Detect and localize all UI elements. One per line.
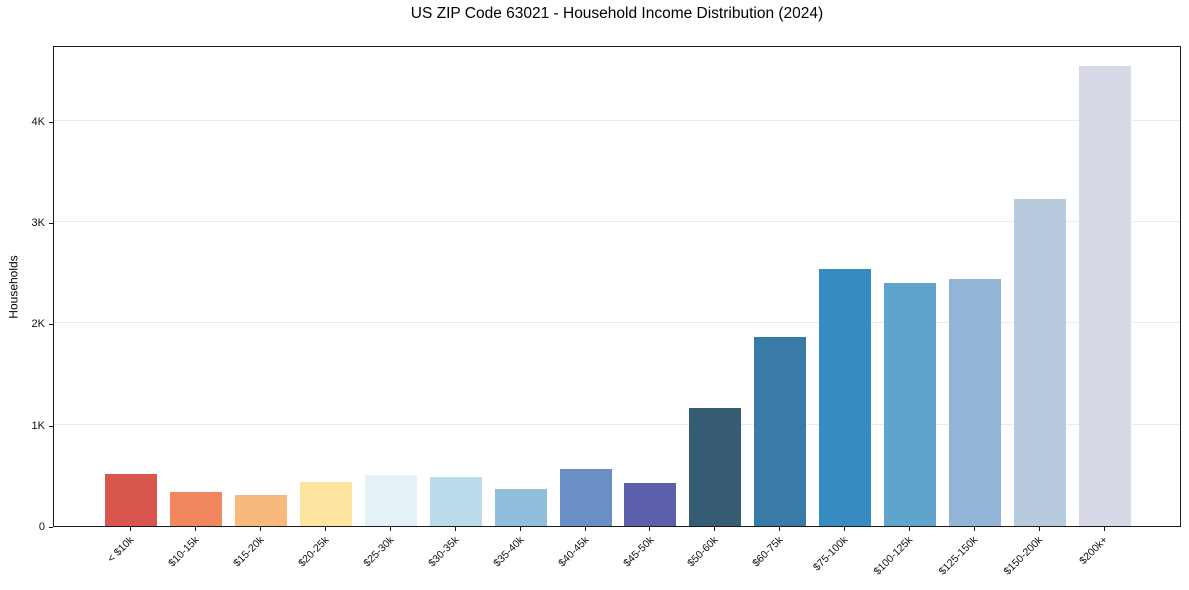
bar xyxy=(559,468,612,526)
bar xyxy=(235,495,288,526)
gridline xyxy=(54,322,1180,324)
x-tick-label: $125-150k xyxy=(936,534,981,578)
plot-area xyxy=(53,46,1181,527)
x-tick-mark xyxy=(454,527,456,531)
bar xyxy=(364,474,417,526)
x-tick-mark xyxy=(130,527,132,531)
y-tick-mark xyxy=(49,223,53,225)
gridline xyxy=(54,423,1180,425)
y-tick-label: 4K xyxy=(31,115,45,128)
y-tick-label: 0 xyxy=(38,521,45,533)
x-tick-mark xyxy=(1038,527,1040,531)
bar xyxy=(689,407,742,526)
x-tick-mark xyxy=(260,527,262,531)
y-tick-label: 1K xyxy=(31,419,45,432)
y-tick-mark xyxy=(49,425,53,427)
bar xyxy=(1078,66,1131,526)
x-tick-mark xyxy=(389,527,391,531)
x-tick-mark xyxy=(649,527,651,531)
bar xyxy=(1013,198,1066,526)
y-tick-mark xyxy=(49,324,53,326)
bar xyxy=(494,489,547,526)
x-tick-label: $75-100k xyxy=(811,534,851,574)
y-tick-mark xyxy=(49,121,53,123)
bar xyxy=(105,474,158,526)
x-tick-label: $25-30k xyxy=(361,534,397,570)
bar xyxy=(884,282,937,526)
x-tick-mark xyxy=(909,527,911,531)
y-tick-label: 3K xyxy=(31,217,45,230)
bar xyxy=(754,337,807,526)
x-tick-label: $45-50k xyxy=(620,534,656,570)
y-axis-label: Households xyxy=(7,254,21,319)
x-tick-label: $50-60k xyxy=(685,534,721,570)
y-tick-mark xyxy=(49,527,53,528)
y-tick-label: 2K xyxy=(31,318,45,331)
x-tick-label: $200k+ xyxy=(1077,534,1111,568)
bar xyxy=(299,481,352,526)
x-tick-label: $15-20k xyxy=(231,534,267,570)
x-tick-mark xyxy=(324,527,326,531)
x-tick-mark xyxy=(844,527,846,531)
x-tick-label: $150-200k xyxy=(1001,534,1046,578)
bar xyxy=(429,477,482,526)
x-tick-label: < $10k xyxy=(105,534,137,565)
gridline xyxy=(54,119,1180,121)
bar xyxy=(170,492,223,526)
x-tick-mark xyxy=(195,527,197,531)
bar xyxy=(948,279,1001,526)
bar xyxy=(624,483,677,526)
x-tick-mark xyxy=(519,527,521,531)
x-tick-mark xyxy=(779,527,781,531)
x-tick-label: $35-40k xyxy=(490,534,527,570)
x-tick-label: $10-15k xyxy=(166,534,202,570)
x-tick-label: $60-75k xyxy=(750,534,786,570)
x-tick-mark xyxy=(584,527,586,531)
x-tick-mark xyxy=(1103,527,1105,531)
x-tick-label: $20-25k xyxy=(296,534,332,570)
x-tick-label: $100-125k xyxy=(871,534,916,578)
x-tick-label: $30-35k xyxy=(425,534,462,570)
bar xyxy=(819,268,872,526)
gridline xyxy=(54,221,1180,223)
x-tick-mark xyxy=(973,527,975,531)
chart-title: US ZIP Code 63021 - Household Income Dis… xyxy=(410,5,824,22)
x-tick-label: $40-45k xyxy=(555,534,592,570)
x-tick-mark xyxy=(714,527,716,531)
